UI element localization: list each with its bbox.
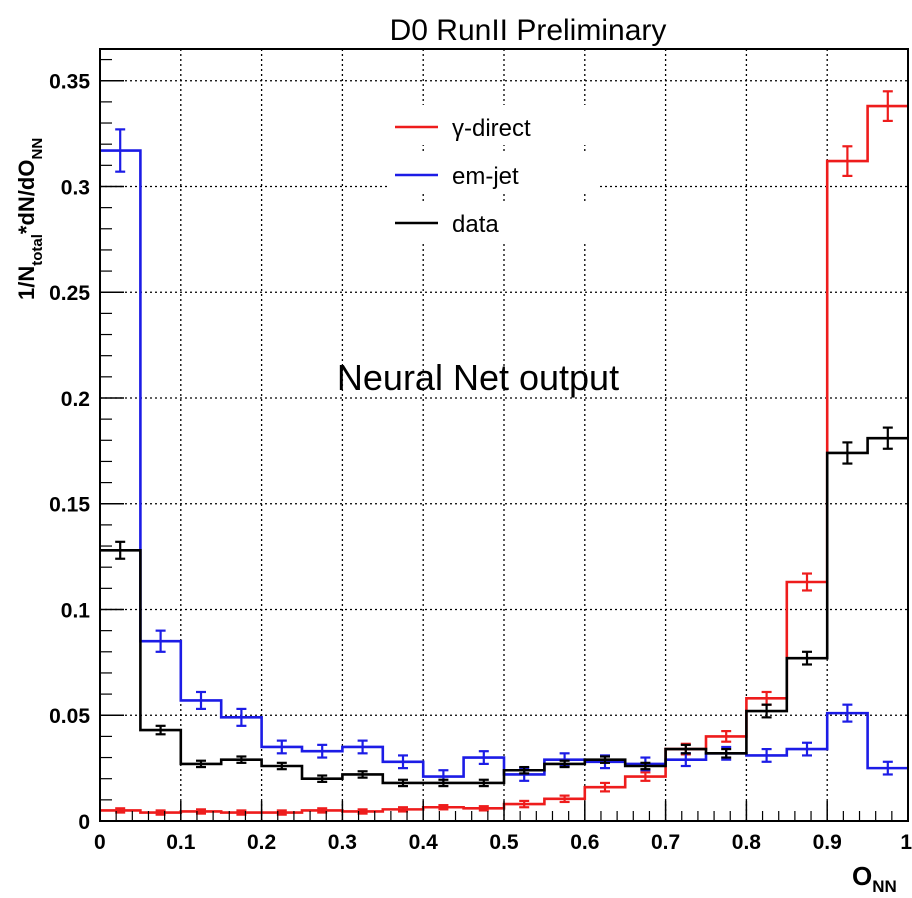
y-axis-label-part1-sub: total — [29, 234, 46, 266]
error-bar — [721, 747, 732, 759]
error-bar — [478, 778, 489, 788]
x-tick-label: 0.1 — [166, 831, 196, 854]
error-bar — [882, 760, 893, 776]
x-tick-label: 0.8 — [732, 831, 762, 854]
legend-item-background — [388, 153, 598, 193]
x-tick-label: 0.7 — [651, 831, 680, 854]
error-bar — [721, 730, 732, 743]
annotation-text: Neural Net output — [337, 357, 619, 398]
y-tick-label: 0 — [78, 811, 90, 834]
error-bar — [155, 724, 166, 736]
y-axis-label-part1: 1/N — [14, 266, 39, 300]
error-bar — [842, 703, 853, 723]
legend-item-em-jet: em-jet — [388, 153, 598, 193]
y-axis-label: 1/Ntotal*dN/dONN — [14, 138, 46, 300]
error-bar — [438, 778, 449, 788]
ticks — [99, 58, 909, 822]
y-tick-label: 0.1 — [61, 599, 91, 622]
error-bar — [842, 441, 853, 465]
error-bar — [236, 755, 247, 764]
error-bar — [802, 572, 812, 592]
legend-label: em-jet — [452, 163, 519, 190]
error-bar — [761, 703, 772, 719]
error-bar — [882, 90, 893, 123]
y-tick-labels: 0 0.05 0.1 0.15 0.2 0.25 0.3 0.35 — [49, 71, 90, 834]
x-tick-label: 0.9 — [813, 831, 842, 854]
legend-label: γ-direct — [452, 115, 531, 142]
error-bar — [519, 799, 530, 809]
error-bar — [842, 145, 853, 178]
error-bar — [478, 805, 489, 812]
legend-item-background — [388, 105, 598, 145]
error-bar — [600, 755, 610, 764]
error-bar — [600, 781, 610, 793]
error-bar — [196, 759, 206, 769]
error-bar — [438, 804, 449, 811]
error-bar — [276, 739, 287, 755]
x-axis-label-main: O — [852, 861, 872, 891]
error-bar — [115, 807, 126, 814]
legend: γ-direct em-jet data — [388, 105, 598, 241]
series-data — [100, 426, 908, 788]
error-bar — [398, 806, 408, 813]
x-axis-label: ONN — [852, 861, 897, 896]
error-bar — [115, 128, 126, 173]
error-bar — [398, 754, 408, 770]
x-tick-label: 0.6 — [570, 831, 599, 854]
y-tick-label: 0.3 — [61, 176, 90, 199]
error-bar — [640, 771, 651, 782]
error-bar — [802, 650, 812, 666]
error-bar — [155, 809, 166, 816]
x-tick-label: 0 — [94, 831, 106, 854]
chart-title: D0 RunII Preliminary — [390, 14, 667, 47]
error-bar — [357, 770, 368, 779]
x-tick-labels: 0 0.1 0.2 0.3 0.4 0.5 0.6 0.7 0.8 0.9 1 — [94, 831, 912, 854]
error-bar — [761, 747, 772, 763]
y-tick-label: 0.35 — [49, 71, 90, 94]
y-axis-label-part2: *dN/dO — [14, 160, 39, 235]
error-bar — [398, 778, 408, 788]
error-bar — [559, 794, 570, 804]
legend-label: data — [452, 211, 499, 238]
error-bar — [115, 540, 126, 560]
y-tick-label: 0.15 — [49, 494, 90, 517]
error-bar — [236, 707, 247, 727]
error-bar — [317, 807, 328, 814]
error-bar — [276, 809, 287, 816]
error-bar — [882, 426, 893, 450]
error-bar — [196, 808, 206, 815]
y-tick-label: 0.05 — [49, 705, 90, 728]
error-bar — [357, 739, 368, 755]
error-bar — [680, 743, 691, 755]
y-tick-label: 0.2 — [61, 388, 90, 411]
x-axis-label-sub: NN — [872, 877, 897, 896]
x-tick-label: 0.5 — [489, 831, 519, 854]
legend-item-background — [388, 201, 598, 241]
x-tick-label: 0.4 — [409, 831, 439, 854]
error-bar — [519, 765, 530, 775]
y-axis-label-part2-sub: NN — [29, 138, 46, 160]
x-tick-label: 0.2 — [247, 831, 276, 854]
error-bar — [802, 741, 812, 757]
error-bar — [478, 750, 489, 765]
legend-item-data: data — [388, 201, 598, 241]
error-bar — [236, 809, 247, 816]
x-tick-label: 0.3 — [328, 831, 357, 854]
error-bar — [357, 808, 368, 815]
error-bar — [640, 761, 651, 771]
error-bar — [276, 761, 287, 771]
error-bar — [155, 629, 166, 653]
error-bar — [317, 774, 328, 783]
error-bar — [196, 690, 206, 711]
x-tick-label: 1 — [900, 831, 912, 854]
y-tick-label: 0.25 — [49, 282, 90, 305]
error-bar — [317, 743, 328, 759]
legend-item-direct: γ-direct — [388, 105, 598, 145]
error-bar — [559, 759, 570, 769]
